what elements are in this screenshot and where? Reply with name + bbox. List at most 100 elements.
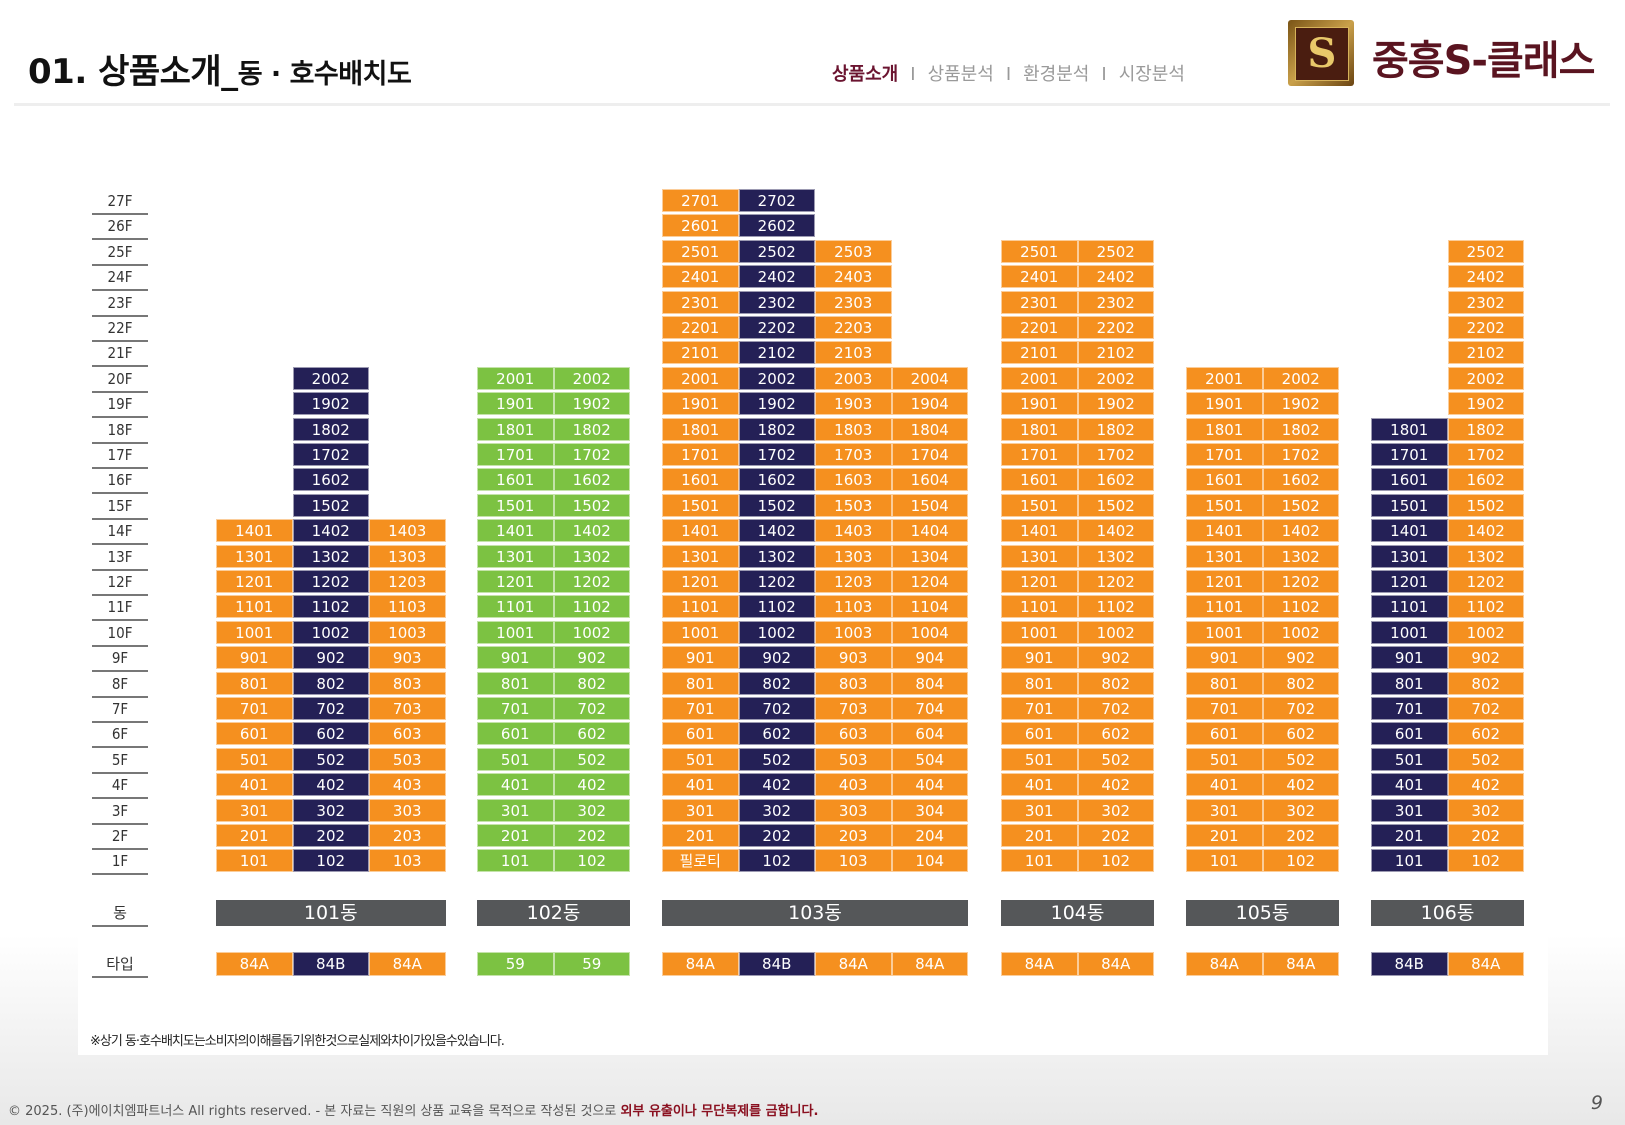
floor-label: 27F [92,189,148,215]
unit-cell: 601 [662,722,739,746]
unit-cell: 303 [369,798,446,822]
nav-item-product-analysis[interactable]: 상품분석 [927,64,994,85]
unit-cell: 1001 [1001,620,1078,644]
unit-cell: 1204 [891,570,968,593]
unit-cell: 1902 [1262,392,1339,416]
unit-cell: 802 [1077,671,1154,695]
unit-cell: 904 [891,646,968,670]
floor-label: 26F [92,214,148,241]
unit-cell: 202 [738,824,815,847]
unit-cell: 601 [1001,722,1078,746]
unit-cell: 1101 [1371,595,1448,619]
unit-cell: 302 [553,798,630,822]
unit-cell: 1901 [1186,392,1263,416]
unit-cell: 801 [477,671,554,695]
building-label: 106동 [1371,900,1524,926]
nav-item-product-intro[interactable]: 상품소개 [832,64,899,85]
unit-cell: 601 [216,722,293,746]
unit-cell: 1302 [1447,544,1524,568]
unit-cell: 201 [1001,824,1078,847]
unit-cell: 402 [1077,773,1154,797]
unit-cell: 602 [292,722,369,746]
unit-cell: 901 [1001,646,1078,670]
unit-cell: 201 [477,824,554,847]
unit-cell: 1702 [738,443,815,466]
unit-cell: 1501 [477,493,554,517]
unit-type-cell: 84A [891,952,968,976]
unit-cell: 604 [891,722,968,746]
unit-cell: 1701 [1001,443,1078,466]
row-label-dong: 동 [92,901,148,927]
unit-cell: 1002 [553,620,630,644]
unit-cell: 1701 [477,443,554,466]
unit-cell: 702 [292,697,369,720]
unit-cell: 1904 [891,392,968,416]
nav-item-environment-analysis[interactable]: 환경분석 [1023,64,1090,85]
unit-cell: 1302 [1262,544,1339,568]
nav-item-market-analysis[interactable]: 시장분석 [1118,64,1185,85]
unit-cell: 2301 [1001,290,1078,314]
brand-name: 중흥S-클래스 [1372,38,1595,84]
unit-cell: 1902 [292,392,369,416]
unit-cell: 1202 [1262,570,1339,593]
unit-cell: 2001 [1186,366,1263,390]
unit-cell: 2602 [738,214,815,238]
unit-type-cell: 84A [1077,952,1154,976]
unit-cell: 2002 [738,366,815,390]
unit-cell: 1302 [292,544,369,568]
unit-cell: 2503 [815,239,892,263]
unit-cell: 1001 [1186,620,1263,644]
building-label: 101동 [216,900,446,926]
unit-cell: 1201 [1371,570,1448,593]
unit-cell: 1401 [1001,519,1078,543]
unit-cell: 2004 [891,366,968,390]
page-number: 9 [1590,1092,1603,1114]
unit-cell: 1303 [369,544,446,568]
nav-separator: I [1005,64,1012,85]
unit-cell: 2002 [1262,366,1339,390]
unit-cell: 2101 [662,341,739,365]
unit-cell: 1402 [1262,519,1339,543]
floor-label: 16F [92,468,148,495]
unit-cell: 1504 [891,493,968,517]
unit-cell: 103 [369,849,446,873]
unit-cell: 1001 [662,620,739,644]
unit-cell: 1702 [1447,443,1524,466]
unit-cell: 1402 [553,519,630,543]
unit-cell: 2002 [553,366,630,390]
unit-cell: 1201 [1001,570,1078,593]
unit-cell: 2401 [1001,265,1078,289]
header-divider [14,103,1610,106]
unit-cell: 601 [477,722,554,746]
unit-cell: 1802 [1262,417,1339,441]
unit-cell: 1301 [1371,544,1448,568]
floor-label: 22F [92,316,148,342]
unit-type-cell: 84A [1262,952,1339,976]
unit-cell: 901 [216,646,293,670]
unit-cell: 102 [1447,849,1524,873]
unit-cell: 1402 [1447,519,1524,543]
unit-cell: 501 [1186,747,1263,771]
unit-cell: 501 [1371,747,1448,771]
unit-cell: 2502 [738,239,815,263]
unit-cell: 1602 [1447,468,1524,492]
unit-cell: 702 [1262,697,1339,720]
unit-cell: 502 [1447,747,1524,771]
unit-cell: 1802 [553,417,630,441]
unit-cell: 1602 [553,468,630,492]
unit-cell: 2002 [292,366,369,390]
unit-cell: 901 [662,646,739,670]
unit-cell: 1302 [738,544,815,568]
floor-label: 11F [92,595,148,622]
unit-cell: 1604 [891,468,968,492]
unit-cell: 1403 [369,519,446,543]
unit-cell: 1002 [1262,620,1339,644]
unit-cell: 1601 [477,468,554,492]
unit-cell: 2303 [815,290,892,314]
unit-cell: 1203 [369,570,446,593]
unit-cell: 1602 [292,468,369,492]
unit-cell: 403 [815,773,892,797]
unit-cell: 1002 [292,620,369,644]
unit-cell: 902 [553,646,630,670]
unit-type-cell: 84B [738,952,815,976]
